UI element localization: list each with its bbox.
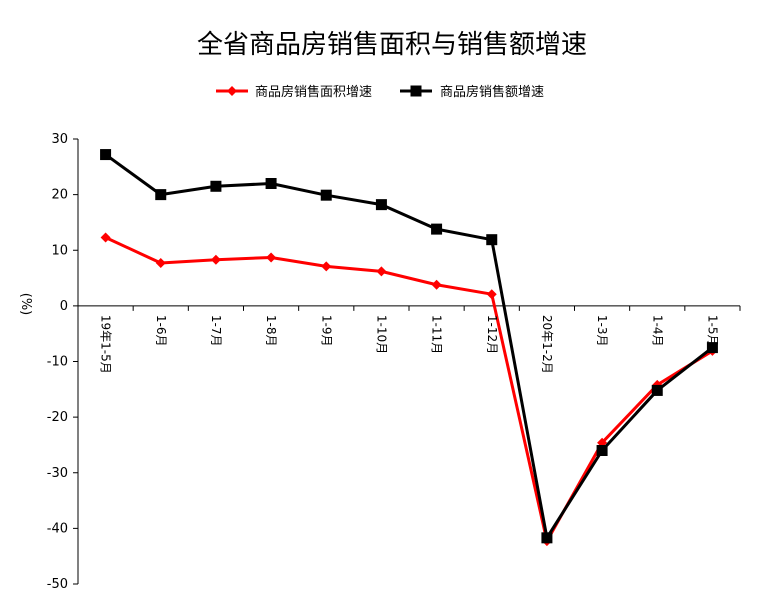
data-point — [210, 180, 222, 192]
x-tick-label: 1-3月 — [595, 315, 609, 347]
x-tick-label: 1-12月 — [485, 315, 499, 354]
data-point — [431, 279, 442, 290]
data-point — [266, 252, 277, 263]
legend-item-1: 商品房销售面积增速 — [216, 84, 372, 100]
data-point — [706, 342, 718, 354]
series-1 — [100, 232, 718, 547]
data-point — [376, 266, 387, 277]
x-tick-label: 1-7月 — [209, 315, 223, 347]
data-point — [596, 445, 608, 456]
x-tick-label: 1-10月 — [374, 315, 388, 354]
data-point — [155, 189, 167, 201]
y-tick-label: -10 — [47, 355, 68, 370]
y-tick-label: 10 — [51, 243, 68, 258]
x-tick-label: 1-9月 — [319, 315, 333, 347]
y-tick-label: -40 — [47, 521, 68, 536]
x-tick-label: 1-4月 — [650, 315, 664, 347]
x-tick-label: 19年1-5月 — [99, 315, 113, 374]
y-tick-label: -30 — [47, 466, 68, 481]
data-point — [100, 149, 112, 161]
x-tick-label: 20年1-2月 — [540, 315, 554, 374]
data-point — [210, 254, 221, 265]
x-tick-label: 1-5月 — [705, 315, 719, 347]
data-point — [100, 232, 111, 243]
data-point — [321, 261, 332, 272]
legend-label: 商品房销售面积增速 — [255, 84, 372, 100]
legend-label: 商品房销售额增速 — [440, 84, 544, 100]
legend-item-2: 商品房销售额增速 — [400, 84, 544, 100]
y-tick-label: 0 — [60, 299, 68, 314]
series-2 — [100, 149, 718, 544]
y-axis-label: (%) — [18, 293, 33, 316]
x-tick-label: 1-8月 — [264, 315, 278, 347]
x-tick-label: 1-11月 — [430, 315, 444, 354]
x-tick-label: 1-6月 — [154, 315, 168, 347]
data-point — [375, 199, 387, 211]
legend-swatch-marker — [410, 85, 422, 97]
y-tick-label: 20 — [51, 188, 68, 203]
series-line — [104, 153, 714, 540]
series-layer — [100, 149, 718, 547]
chart-title: 全省商品房销售面积与销售额增速 — [196, 30, 587, 60]
legend: 商品房销售面积增速 商品房销售额增速 — [216, 84, 544, 100]
y-tick-label: -20 — [47, 410, 68, 425]
series-line — [104, 236, 714, 543]
data-point — [486, 234, 498, 246]
axes: 30 20 10 0 -10 -20 -30 -40 -50 (%) — [18, 132, 741, 592]
category-labels: 19年1-5月 1-6月 1-7月 1-8月 1-9月 1-10月 1-11月 1-12月 20… — [99, 315, 720, 374]
y-tick-label: 30 — [51, 132, 68, 147]
data-point — [541, 532, 553, 544]
data-point — [265, 178, 277, 189]
data-point — [651, 384, 663, 396]
y-tick-label: -50 — [47, 577, 68, 592]
data-point — [320, 189, 332, 201]
data-point — [155, 258, 166, 269]
data-point — [431, 223, 443, 235]
legend-swatch-marker — [227, 86, 237, 96]
data-point — [486, 289, 497, 300]
